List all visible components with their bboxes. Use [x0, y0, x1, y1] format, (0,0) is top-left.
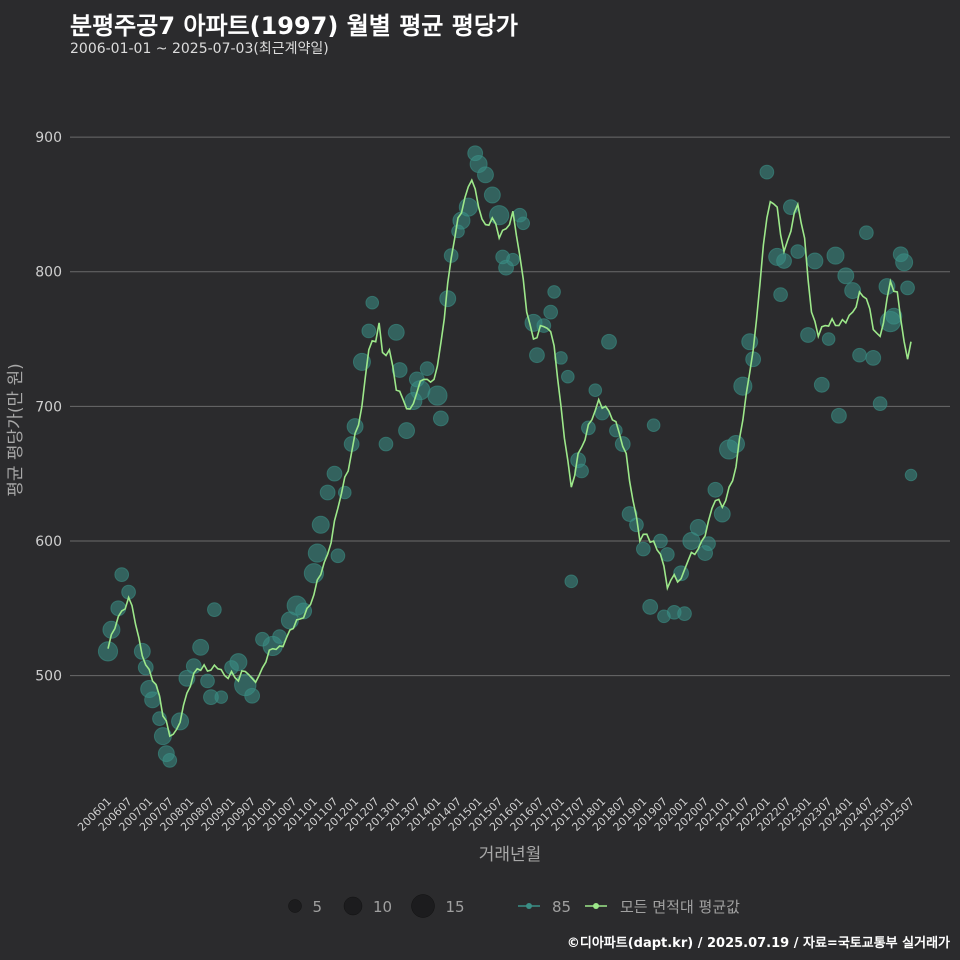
bubble-point: [229, 653, 248, 672]
bubble-point: [621, 506, 638, 522]
x-axis-ticks: 2006012006072007012007072008012008072009…: [75, 795, 917, 834]
bubble-point: [432, 410, 449, 427]
bubble-point: [200, 673, 215, 689]
bubble-point: [813, 376, 830, 393]
bubble-point: [682, 531, 701, 550]
bubble-point: [97, 641, 119, 662]
chart-title: 분평주공7 아파트(1997) 월별 평균 평당가: [70, 12, 518, 40]
bubble-point: [326, 465, 343, 482]
bubble-point: [192, 638, 210, 656]
bubble-series: [97, 145, 918, 768]
bubble-point: [547, 285, 561, 299]
bubble-point: [244, 687, 261, 704]
bubble-point: [826, 246, 845, 265]
legend-size-label: 15: [446, 898, 465, 916]
footer-credit: ©디아파트(dapt.kr) / 2025.07.19 / 자료=국토교통부 실…: [566, 936, 950, 951]
bubble-point: [689, 519, 707, 536]
legend-average-label: 모든 면적대 평균값: [620, 898, 740, 916]
bubble-point: [806, 252, 824, 270]
bubble-point: [398, 422, 416, 440]
y-tick-label: 900: [35, 130, 62, 146]
bubble-point: [361, 323, 377, 339]
average-price-line: [107, 178, 912, 738]
bubble-point: [885, 307, 903, 325]
bubble-point: [900, 280, 915, 296]
bubble-point: [601, 333, 617, 350]
bubble-point: [477, 166, 494, 184]
legend-size-bubble: [343, 896, 363, 916]
bubble-point: [800, 327, 816, 343]
legend-size-bubble: [288, 899, 302, 913]
average-line-series: [107, 178, 912, 738]
bubble-point: [207, 602, 222, 617]
bubble-point: [642, 599, 659, 615]
bubble-point: [872, 396, 888, 412]
bubble-point: [831, 407, 847, 424]
y-tick-label: 800: [35, 265, 62, 281]
legend-85-swatch-dot: [526, 903, 532, 909]
bubble-point: [214, 690, 229, 704]
y-tick-label: 700: [35, 399, 62, 415]
bubble-point: [110, 600, 127, 617]
bubble-point: [588, 383, 603, 397]
bubble-point: [516, 216, 531, 231]
grid-lines: [70, 136, 950, 677]
bubble-point: [821, 332, 836, 346]
bubble-point: [378, 436, 394, 452]
legend-85-label: 85: [552, 898, 571, 916]
bubble-point: [865, 349, 882, 366]
bubble-point: [904, 468, 918, 482]
bubble-point: [635, 541, 651, 557]
bubble-point: [561, 369, 575, 384]
bubble-point: [790, 244, 806, 259]
bubble-point: [677, 606, 692, 622]
bubble-point: [701, 536, 716, 552]
legend-size-label: 10: [373, 898, 392, 916]
y-axis-ticks: 500 600 700 800 900: [35, 130, 62, 684]
legend-size-label: 5: [313, 898, 323, 916]
bubble-point: [439, 290, 457, 308]
bubble-point: [489, 205, 510, 226]
y-tick-label: 600: [35, 534, 62, 550]
bubble-point: [365, 295, 380, 310]
bubble-point: [307, 543, 327, 563]
bubble-point: [529, 347, 545, 364]
bubble-point: [776, 253, 792, 269]
chart-subtitle: 2006-01-01 ~ 2025-07-03(최근계약일): [70, 41, 329, 57]
bubble-point: [759, 164, 775, 180]
bubble-point: [707, 481, 724, 498]
bubble-point: [483, 186, 501, 204]
bubble-point: [773, 287, 788, 302]
bubble-point: [387, 323, 405, 341]
bubble-point: [726, 435, 745, 454]
bubble-point: [114, 567, 130, 582]
y-tick-label: 500: [35, 669, 62, 685]
legend-average-swatch-dot: [593, 903, 599, 909]
y-axis-title: 평균 평당가(만 원): [6, 363, 26, 497]
bubble-point: [852, 347, 867, 363]
bubble-point: [837, 267, 855, 285]
legend: 5 10 15 85 모든 면적대 평균값: [288, 894, 740, 918]
bubble-point: [185, 658, 202, 675]
bubble-point: [162, 753, 178, 768]
bubble-point: [319, 484, 336, 501]
bubble-point: [133, 642, 151, 660]
legend-size-bubble: [411, 894, 435, 918]
bubble-point: [859, 225, 874, 241]
x-axis-title: 거래년월: [479, 845, 542, 865]
bubble-point: [564, 574, 579, 589]
bubble-point: [311, 515, 330, 534]
bubble-point: [844, 282, 862, 300]
bubble-point: [427, 385, 448, 406]
bubble-point: [330, 548, 346, 564]
bubble-point: [391, 362, 408, 378]
bubble-point: [646, 418, 661, 432]
bubble-point: [506, 252, 520, 267]
bubble-point: [543, 304, 559, 320]
bubble-point: [419, 361, 435, 377]
bubble-point: [895, 253, 914, 272]
